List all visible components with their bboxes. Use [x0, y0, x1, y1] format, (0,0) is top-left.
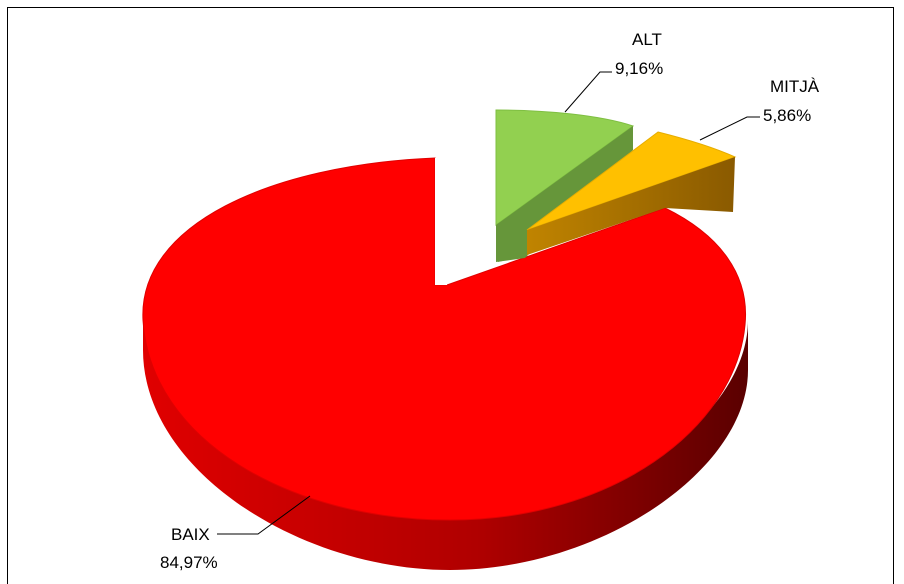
- data-label-baix-value: 84,97%: [160, 553, 218, 572]
- pie-slice-baix: [142, 157, 748, 570]
- pie-slice-baix-notch-side: [435, 158, 447, 285]
- pie-slice-alt-top: [495, 109, 635, 226]
- data-label-alt-value: 9,16%: [615, 59, 663, 78]
- data-label-baix-name: BAIX: [171, 525, 210, 544]
- data-label-mitja-value: 5,86%: [763, 106, 811, 125]
- data-label-mitja-name: MITJÀ: [770, 77, 820, 96]
- leader-line-baix: [217, 495, 311, 535]
- pie-slice-mitja: [526, 131, 737, 255]
- data-label-alt-name: ALT: [632, 30, 662, 49]
- pie-slice-mitja-side: [527, 157, 735, 255]
- leader-line-mitja: [699, 116, 760, 141]
- pie-slice-baix-side: [143, 300, 748, 570]
- pie-slice-baix-top: [142, 157, 747, 521]
- pie-slice-mitja-top: [526, 131, 737, 231]
- leader-line-alt: [564, 71, 612, 113]
